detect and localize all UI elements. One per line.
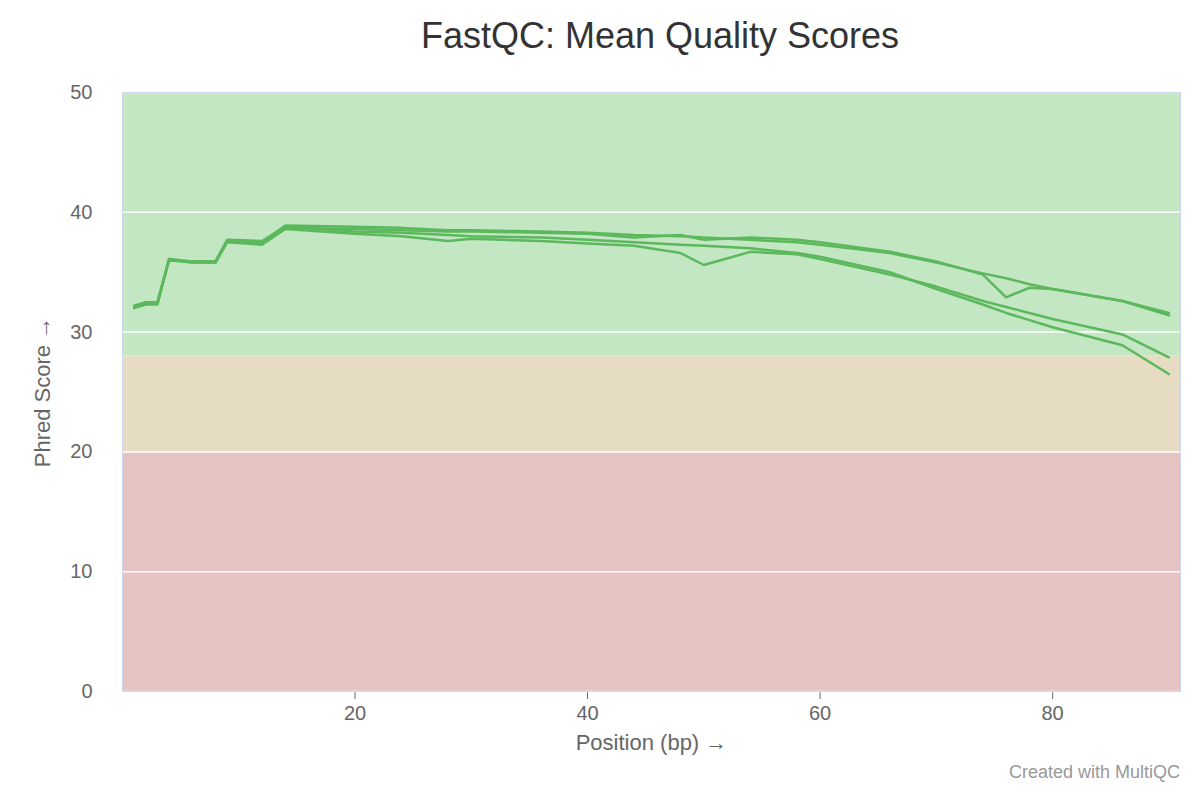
svg-text:20: 20: [344, 702, 366, 724]
svg-text:30: 30: [70, 321, 92, 343]
svg-text:60: 60: [809, 702, 831, 724]
svg-text:20: 20: [70, 440, 92, 462]
svg-text:Phred Score →: Phred Score →: [30, 317, 55, 467]
svg-text:40: 40: [576, 702, 598, 724]
svg-text:0: 0: [81, 680, 92, 702]
svg-text:40: 40: [70, 201, 92, 223]
html-text:Created with MultiQC: Created with MultiQC: [1008, 762, 1180, 782]
svg-text:Position (bp) →: Position (bp) →: [576, 730, 728, 755]
svg-text:80: 80: [1041, 702, 1063, 724]
svg-text:10: 10: [70, 560, 92, 582]
svg-text:50: 50: [70, 81, 92, 103]
html-text:FastQC: Mean Quality Scores: FastQC: Mean Quality Scores: [420, 15, 900, 56]
